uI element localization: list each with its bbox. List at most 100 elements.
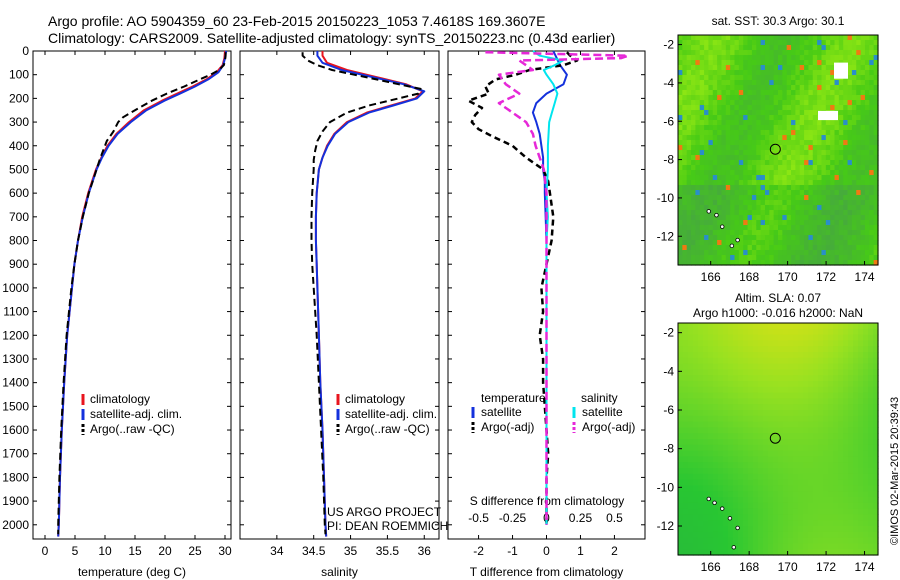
map-cell	[834, 40, 840, 46]
map-cell	[723, 334, 729, 341]
map-cell	[758, 323, 764, 330]
map-cell	[733, 450, 739, 457]
map-cell	[788, 334, 794, 341]
map-cell	[782, 165, 788, 171]
map-cell	[834, 80, 840, 86]
map-cell	[698, 392, 704, 399]
map-cell	[851, 120, 857, 126]
map-cell	[843, 40, 849, 46]
map-cell	[734, 225, 740, 231]
map-cell	[691, 55, 696, 61]
map-cell	[753, 352, 759, 359]
map-cell	[864, 105, 870, 111]
map-cell	[863, 392, 869, 399]
map-cell	[838, 346, 844, 353]
x2-tick-label: -0.5	[468, 511, 489, 525]
map-cell	[851, 260, 857, 266]
map-cell	[856, 85, 862, 91]
map-cell	[828, 543, 834, 550]
map-cell	[718, 549, 724, 556]
y-tick-label: 1000	[2, 281, 29, 295]
map-cell	[721, 105, 727, 111]
map-cell	[693, 479, 699, 486]
map-cell	[708, 50, 714, 56]
map-cell	[704, 155, 710, 161]
map-cell	[834, 50, 840, 56]
map-cell	[678, 450, 684, 457]
map-cell	[678, 190, 683, 196]
map-cell	[864, 240, 870, 246]
map-cell	[686, 165, 692, 171]
map-cell	[834, 145, 840, 151]
map-cell	[873, 120, 879, 126]
map-cell	[795, 65, 801, 71]
map-cell	[847, 55, 853, 61]
map-cell	[768, 392, 774, 399]
map-cell	[817, 160, 823, 166]
map-cell	[768, 340, 774, 347]
map-cell	[830, 205, 836, 211]
map-cell	[821, 145, 827, 151]
map-cell	[764, 215, 770, 221]
map-cell	[748, 462, 754, 469]
map-cell	[693, 444, 699, 452]
map-cell	[764, 115, 770, 121]
map-cell	[786, 130, 792, 136]
map-cell	[813, 514, 819, 521]
map-cell	[798, 456, 804, 463]
map-cell	[764, 90, 770, 96]
map-cell	[808, 205, 814, 211]
map-cell	[804, 205, 810, 211]
map-cell	[812, 220, 818, 226]
map-cell	[733, 456, 739, 463]
map-cell	[686, 75, 692, 81]
map-cell	[738, 250, 744, 256]
map-cell	[843, 462, 849, 469]
y-tick-label: 0	[22, 44, 29, 58]
map-cell	[851, 60, 857, 66]
map-cell	[773, 140, 779, 146]
map-cell	[813, 549, 819, 556]
map-cell	[863, 352, 869, 359]
map-cell	[717, 250, 723, 256]
map-cell	[703, 386, 709, 394]
map-cell	[769, 175, 775, 181]
map-cell	[682, 55, 688, 61]
map-cell	[793, 450, 799, 457]
map-cell	[738, 235, 744, 241]
map-cell	[748, 386, 754, 394]
map-cell	[817, 170, 823, 176]
map-cell	[791, 230, 796, 236]
map-cell	[751, 105, 757, 111]
map-cell	[821, 195, 827, 201]
map-cell	[733, 439, 739, 446]
map-cell	[678, 160, 683, 166]
map-cell	[773, 180, 779, 186]
map-cell	[763, 404, 769, 411]
map-cell	[786, 210, 792, 216]
map-cell	[747, 175, 753, 181]
map-cell	[873, 340, 879, 347]
map-cell	[730, 195, 736, 201]
map-cell	[853, 381, 859, 388]
map-cell	[804, 95, 810, 101]
map-cell	[868, 433, 874, 440]
map-cell	[873, 100, 879, 106]
map-cell	[808, 235, 814, 241]
map-cell	[760, 200, 766, 206]
map-cell	[691, 220, 696, 226]
map-cell	[813, 468, 819, 475]
map-cell	[738, 225, 744, 231]
map-cell	[858, 514, 864, 521]
map-cell	[691, 145, 696, 151]
map-cell	[699, 160, 705, 166]
map-cell	[817, 130, 823, 136]
map-cell	[760, 190, 766, 196]
map-cell	[708, 369, 714, 376]
map-cell	[718, 526, 724, 533]
map-cell	[773, 200, 779, 206]
map-cell	[873, 60, 879, 66]
map-cell	[868, 456, 874, 463]
map-cell	[678, 323, 684, 330]
map-cell	[808, 105, 814, 111]
